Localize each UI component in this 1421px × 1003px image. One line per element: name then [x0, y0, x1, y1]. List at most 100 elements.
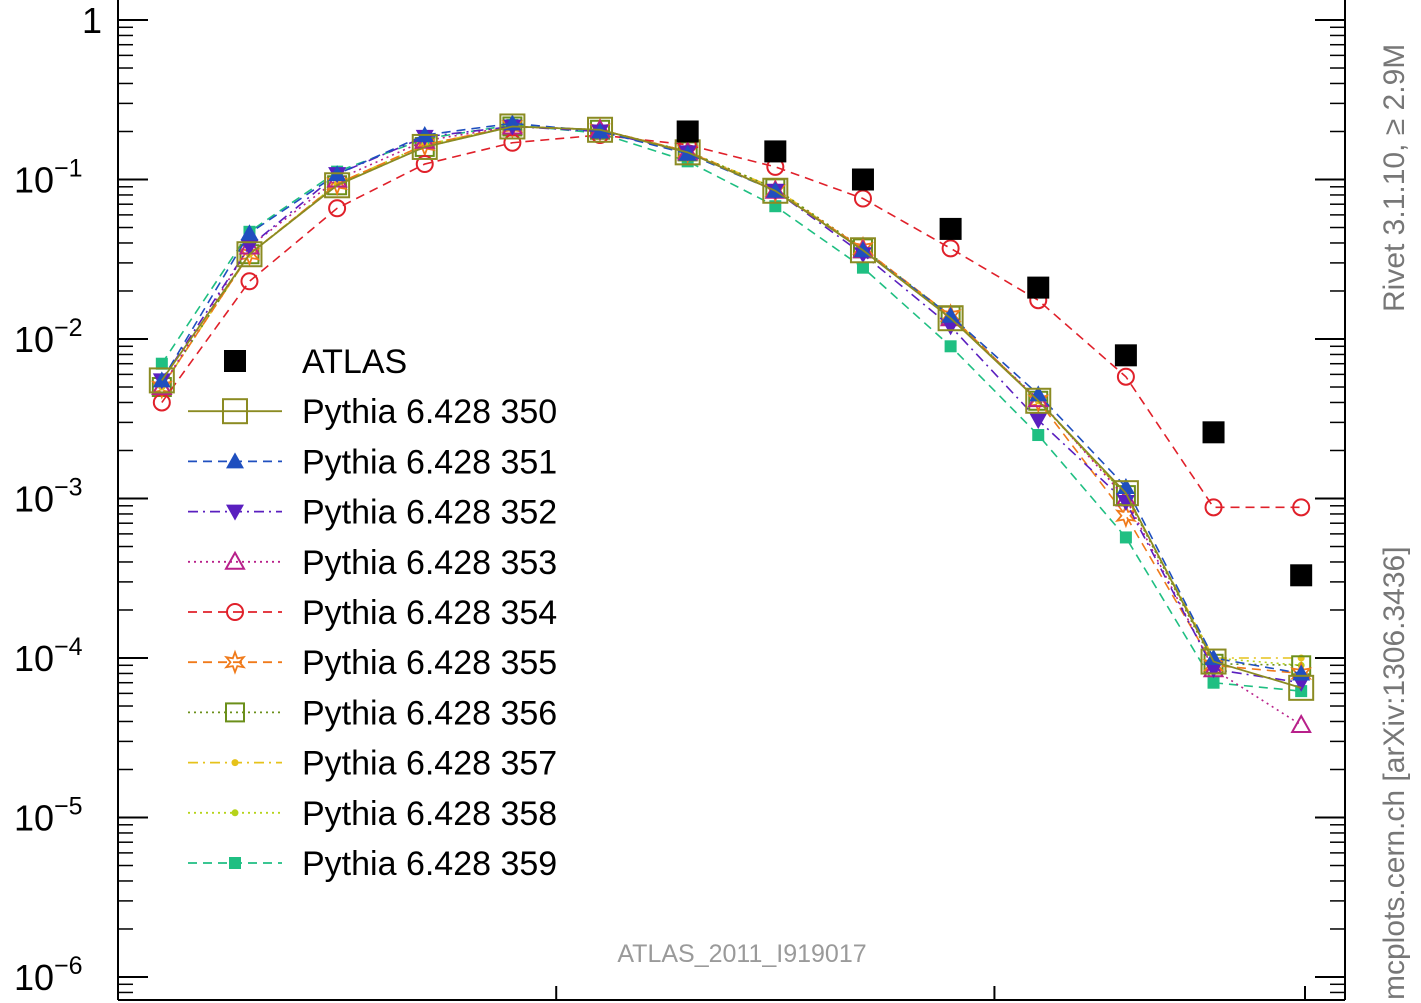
legend-item: Pythia 6.428 355 — [188, 644, 557, 682]
legend-label: Pythia 6.428 351 — [302, 443, 557, 481]
data-point — [1025, 387, 1052, 414]
data-point — [148, 367, 175, 394]
data-point — [849, 237, 876, 264]
data-point — [1202, 421, 1225, 444]
data-point — [324, 172, 351, 199]
legend-item: Pythia 6.428 353 — [188, 544, 557, 582]
legend-item: Pythia 6.428 356 — [188, 694, 557, 732]
data-point — [764, 178, 787, 204]
legend-label: Pythia 6.428 352 — [302, 494, 557, 532]
data-point — [1116, 495, 1135, 512]
legend-label: Pythia 6.428 357 — [302, 745, 557, 783]
legend-label: Pythia 6.428 350 — [302, 393, 557, 431]
legend-marker — [226, 452, 244, 469]
axis-ticks — [118, 19, 1345, 1000]
legend-label: Pythia 6.428 353 — [302, 544, 557, 582]
y-tick-label: 10−6 — [14, 952, 83, 998]
data-point — [1029, 413, 1048, 430]
data-point — [415, 155, 434, 174]
legend: ATLAS Pythia 6.428 350 Pythia 6.428 351 Pyt… — [188, 343, 557, 883]
legend-marker — [226, 603, 244, 621]
legend-label: Pythia 6.428 359 — [302, 845, 557, 883]
data-point — [1207, 676, 1220, 689]
side-text-mcplots: mcplots.cern.ch [arXiv:1306.3436] — [1378, 546, 1411, 1000]
data-point — [1119, 531, 1132, 544]
legend-label: Pythia 6.428 356 — [302, 694, 557, 732]
legend-marker — [224, 550, 246, 570]
series-line — [161, 125, 1302, 667]
data-series — [148, 113, 1315, 734]
legend-item: ATLAS — [224, 343, 407, 381]
data-point — [1032, 429, 1045, 442]
series-line — [161, 125, 1302, 689]
data-point — [762, 177, 789, 204]
data-point — [587, 116, 614, 143]
series-atlas — [676, 120, 1313, 587]
data-point — [240, 224, 259, 241]
legend-label: Pythia 6.428 355 — [302, 644, 557, 682]
side-text-rivet: Rivet 3.1.10, ≥ 2.9M — [1378, 44, 1411, 312]
series-line — [161, 124, 1302, 692]
data-point — [1290, 564, 1313, 587]
y-tick-label: 10−4 — [14, 633, 83, 679]
data-point — [941, 239, 960, 258]
series-350 — [148, 113, 1315, 701]
y-tick-labels: 1 10−1 10−2 10−3 10−4 10−5 10−6 — [14, 0, 102, 998]
y-tick-label: 10−2 — [14, 314, 83, 360]
data-point — [240, 239, 259, 256]
legend-item: Pythia 6.428 358 — [188, 795, 557, 833]
y-tick-label: 10−5 — [14, 793, 83, 839]
data-point — [1114, 344, 1137, 367]
data-point — [499, 113, 526, 140]
series-line — [161, 122, 1302, 675]
y-tick-label: 10−3 — [14, 474, 83, 520]
data-point — [676, 120, 699, 143]
legend-label: ATLAS — [302, 343, 407, 381]
data-point — [1200, 648, 1227, 675]
legend-marker — [226, 504, 244, 521]
legend-marker — [222, 398, 248, 425]
data-point — [1112, 480, 1139, 507]
data-point — [764, 140, 787, 163]
data-point — [1027, 388, 1050, 414]
data-point — [944, 340, 957, 353]
y-tick-label: 10−1 — [14, 155, 83, 201]
legend-marker — [224, 649, 246, 675]
legend-marker — [225, 702, 245, 723]
data-point — [1288, 674, 1315, 701]
data-point — [150, 374, 173, 400]
data-point — [236, 241, 263, 268]
data-point — [853, 189, 872, 208]
data-point — [939, 217, 962, 240]
data-point — [1204, 498, 1223, 517]
legend-label: Pythia 6.428 354 — [302, 594, 557, 632]
data-point — [851, 168, 874, 191]
legend-label: Pythia 6.428 358 — [302, 795, 557, 833]
data-point — [240, 272, 259, 291]
legend-marker — [229, 857, 241, 869]
data-point — [1292, 498, 1311, 517]
series-line — [161, 134, 1302, 509]
legend-item: Pythia 6.428 357 — [188, 745, 557, 783]
watermark: ATLAS_2011_I919017 — [617, 940, 866, 968]
data-point — [937, 305, 964, 332]
y-tick-label: 1 — [82, 0, 102, 41]
data-point — [1204, 662, 1223, 679]
data-point — [1290, 713, 1312, 734]
data-point — [328, 199, 347, 218]
data-point — [501, 113, 524, 140]
data-point — [1116, 478, 1135, 495]
series-354 — [152, 126, 1311, 517]
legend-item: Pythia 6.428 354 — [188, 594, 557, 632]
data-point — [155, 357, 168, 370]
data-point — [326, 171, 349, 197]
legend-item: Pythia 6.428 351 — [188, 443, 557, 481]
data-point — [411, 133, 438, 160]
data-point — [1027, 276, 1050, 299]
legend-item: Pythia 6.428 350 — [188, 393, 557, 431]
legend-marker — [224, 350, 246, 372]
legend-marker — [231, 809, 239, 817]
legend-item: Pythia 6.428 359 — [188, 845, 557, 883]
data-point — [941, 306, 960, 323]
